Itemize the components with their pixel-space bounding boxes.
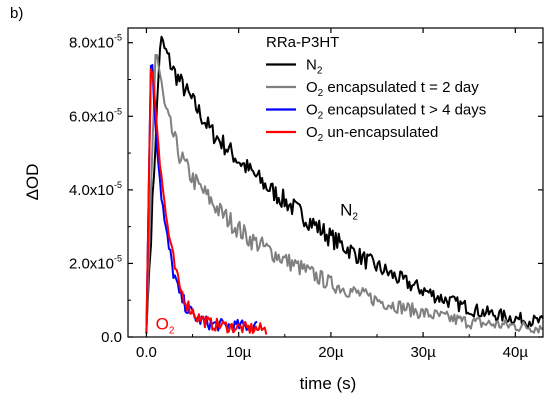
series-layer <box>145 35 544 335</box>
y-tick-mantissa: 8.0x10 <box>69 35 114 52</box>
series-line-3 <box>145 68 268 335</box>
annotation-main: N <box>340 201 352 220</box>
y-tick-exponent: -5 <box>114 253 122 263</box>
legend-title: RRa-P3HT <box>266 34 339 51</box>
y-tick-label: 8.0x10-5 <box>69 33 122 52</box>
y-tick-label: 2.0x10-5 <box>69 253 122 272</box>
annotation-label: O2 <box>156 315 175 337</box>
y-tick-mantissa: 2.0x10 <box>69 255 114 272</box>
legend-label-rest: encapsulated t = 2 day <box>323 79 479 96</box>
x-tick-label: 30µ <box>410 344 436 361</box>
plot-frame <box>127 27 544 338</box>
legend-label-main: N <box>306 57 317 74</box>
y-axis-title: ΔOD <box>23 164 42 201</box>
series-line-2 <box>145 64 258 334</box>
y-tick-mantissa: 0.0 <box>101 329 122 346</box>
y-tick-label: 6.0x10-5 <box>69 106 122 125</box>
legend-entry-label: O2 un-encapsulated <box>306 124 438 144</box>
y-tick-exponent: -5 <box>114 180 122 190</box>
legend-label-rest: un-encapsulated <box>323 124 438 141</box>
x-axis-title: time (s) <box>300 374 357 393</box>
y-tick-exponent: -5 <box>114 106 122 116</box>
y-tick-mantissa: 4.0x10 <box>69 182 114 199</box>
y-tick-label: 4.0x10-5 <box>69 180 122 199</box>
legend-label-main: O <box>306 102 318 119</box>
y-tick-label: 0.0 <box>101 329 122 346</box>
legend-entry-label: O2 encapsulated t = 2 day <box>306 79 479 99</box>
y-tick-exponent: -5 <box>114 33 122 43</box>
annotation-main: O <box>156 315 169 334</box>
legend-label-sub: 2 <box>317 66 323 77</box>
annotation-label: N2 <box>340 201 358 223</box>
annotation-sub: 2 <box>169 326 175 337</box>
y-tick-mantissa: 6.0x10 <box>69 108 114 125</box>
axes <box>127 27 544 338</box>
legend-entry-label: O2 encapsulated t > 4 days <box>306 102 486 122</box>
legend-label-main: O <box>306 79 318 96</box>
legend-label-sub: 2 <box>318 111 324 122</box>
legend-label-sub: 2 <box>318 88 324 99</box>
ticks: 0.0 10µ 20µ 30µ 40µ0.02.0x10-54.0x10-56.0x10… <box>69 28 543 361</box>
legend-label-sub: 2 <box>318 133 324 144</box>
x-tick-label: 0.0 <box>136 344 157 361</box>
legend-entry-label: N2 <box>306 57 323 77</box>
x-tick-label: 10µ <box>226 344 252 361</box>
legend-label-rest: encapsulated t > 4 days <box>323 102 486 119</box>
series-line-1 <box>145 53 544 334</box>
annotation-sub: 2 <box>352 212 358 223</box>
series-line-0 <box>145 35 544 330</box>
panel-label: b) <box>10 5 23 22</box>
x-tick-label: 20µ <box>318 344 344 361</box>
legend-label-main: O <box>306 124 318 141</box>
x-tick-label: 40µ <box>503 344 529 361</box>
